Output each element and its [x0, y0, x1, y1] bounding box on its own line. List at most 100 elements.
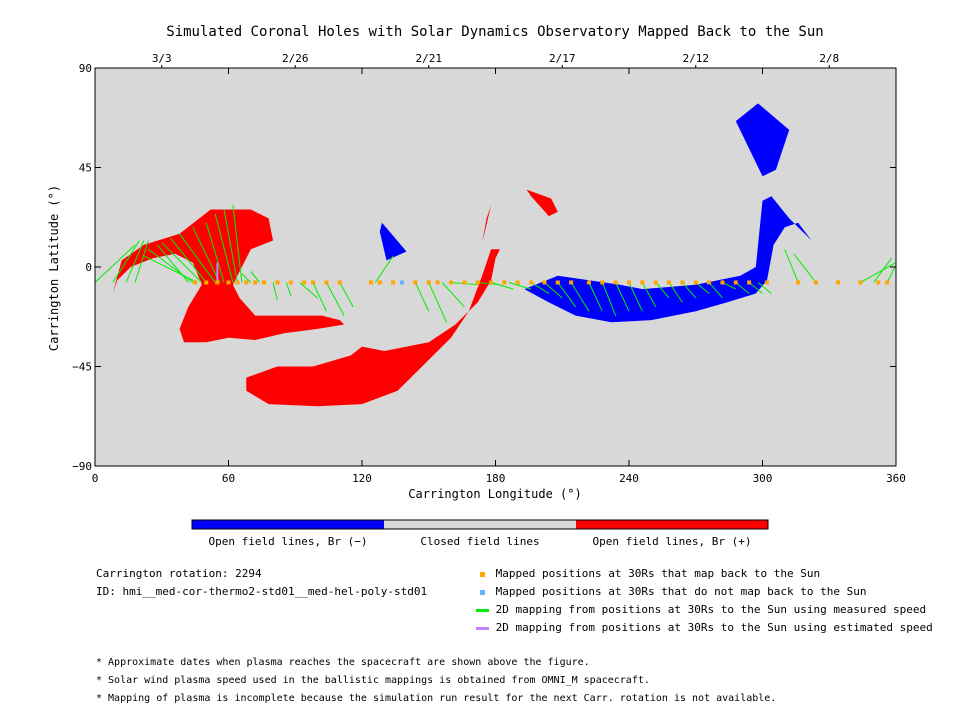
mapped-position-marker: [324, 280, 329, 285]
legend-item-mapped: Mapped positions at 30Rs that map back t…: [476, 565, 933, 583]
chart-title: Simulated Coronal Holes with Solar Dynam…: [166, 24, 823, 40]
mapped-position-marker: [613, 280, 618, 285]
measured-mapping-line: [793, 253, 817, 283]
plot-area: 0 60 120 180 240 300 360 90 45 0 −45 −90 3/3 2/26 2/21…: [72, 52, 906, 485]
mapped-position-marker: [529, 280, 534, 285]
measured-mapping-line: [682, 282, 697, 299]
mapped-position-marker: [733, 280, 738, 285]
mapped-position-marker: [747, 280, 752, 285]
measured-mapping-line: [272, 282, 278, 301]
measured-mapping-line: [312, 282, 327, 312]
note-dates: * Approximate dates when plasma reaches …: [96, 657, 590, 668]
mapped-swatch: [480, 571, 485, 577]
mapped-position-marker: [235, 280, 240, 285]
unmapped-position-marker: [400, 280, 405, 285]
mapped-position-marker: [693, 280, 698, 285]
measured-mapping-line: [628, 282, 643, 312]
date-label: 2/8: [819, 52, 839, 65]
mapped-position-marker: [462, 280, 467, 285]
mapped-position-marker: [426, 280, 431, 285]
mapped-position-marker: [542, 280, 547, 285]
measured-mapping-line: [570, 282, 590, 312]
mapped-position-marker: [813, 280, 818, 285]
x-axis-label: Carrington Longitude (°): [408, 487, 581, 501]
mapped-position-marker: [489, 280, 494, 285]
measured-mapping-line: [641, 282, 657, 308]
measured-mapping-line: [784, 249, 799, 283]
measured-mapping-line: [161, 242, 203, 283]
legend: Mapped positions at 30Rs that map back t…: [476, 565, 933, 637]
mapped-position-marker: [640, 280, 645, 285]
mapped-position-marker: [262, 280, 267, 285]
mapped-position-marker: [555, 280, 560, 285]
date-label: 3/3: [152, 52, 172, 65]
note-speed-source: * Solar wind plasma speed used in the ba…: [96, 675, 650, 686]
mapped-position-marker: [311, 280, 316, 285]
measured-mapping-line: [414, 282, 430, 312]
positive-coronal-hole: [246, 249, 500, 407]
carrington-rotation: Carrington rotation: 2294: [96, 567, 262, 580]
measured-mapping-line: [241, 273, 252, 283]
measured-mapping-line: [615, 282, 630, 312]
measured-line-swatch: [476, 608, 489, 612]
mapped-position-marker: [515, 280, 520, 285]
measured-mapping-line: [94, 244, 136, 283]
mapped-position-marker: [413, 280, 418, 285]
measured-mapping-line: [530, 282, 550, 294]
mapped-position-marker: [720, 280, 725, 285]
mapped-position-marker: [502, 280, 507, 285]
y-tick-label: 45: [79, 162, 92, 175]
measured-mapping-line: [125, 240, 145, 283]
legend-label: Mapped positions at 30Rs that map back t…: [495, 567, 821, 580]
measured-mapping-line: [192, 226, 221, 283]
measured-mapping-line: [757, 282, 772, 294]
legend-label: Mapped positions at 30Rs that do not map…: [495, 585, 867, 598]
measured-mapping-line: [232, 205, 243, 283]
measured-mapping-line: [214, 213, 234, 283]
mapped-position-marker: [204, 280, 209, 285]
colorbar: Open field lines, Br (−) Closed field lin…: [191, 519, 769, 548]
mapped-position-marker: [215, 280, 220, 285]
colorbar-label: Open field lines, Br (+): [593, 535, 752, 548]
mapped-position-marker: [836, 280, 841, 285]
x-tick-label: 60: [222, 472, 235, 485]
run-info: Carrington rotation: 2294 ID: hmi__med-c…: [96, 565, 427, 601]
measured-mapping-line: [170, 237, 207, 283]
estimated-line-swatch: [476, 626, 489, 630]
positive-coronal-hole: [482, 205, 492, 243]
run-id: ID: hmi__med-cor-thermo2-std01__med-hel-…: [96, 585, 428, 598]
mapped-position-marker: [627, 280, 631, 285]
mapped-position-marker: [337, 280, 342, 285]
measured-mapping-line: [325, 282, 345, 316]
measured-mapping-line: [735, 282, 750, 294]
measured-mapping-line: [722, 282, 737, 290]
measured-mapping-line: [156, 244, 189, 283]
mapped-position-marker: [475, 280, 480, 285]
mapped-position-marker: [569, 280, 574, 285]
x-tick-label: 0: [92, 472, 99, 485]
mapped-position-marker: [368, 280, 373, 285]
measured-mapping-line: [886, 264, 897, 283]
mapped-position-marker: [377, 280, 382, 285]
measured-mapping-line: [588, 282, 603, 312]
mapped-position-marker: [226, 280, 231, 285]
mapped-position-marker: [302, 280, 307, 285]
date-label: 2/12: [683, 52, 710, 65]
mapped-position-marker: [244, 280, 249, 285]
measured-mapping-line: [695, 282, 710, 294]
legend-label: 2D mapping from positions at 30Rs to the…: [495, 621, 933, 634]
measured-mapping-line: [748, 282, 763, 294]
unmapped-swatch: [480, 589, 485, 595]
measured-mapping-line: [655, 282, 670, 299]
measured-mapping-line: [508, 281, 532, 290]
y-tick-label: 0: [85, 261, 92, 274]
measured-mapping-line: [143, 255, 198, 283]
measured-mapping-line: [285, 282, 292, 296]
measured-mapping-line: [428, 282, 448, 323]
measured-mapping-line: [134, 240, 149, 283]
measured-mapping-line: [374, 255, 394, 283]
negative-coronal-hole: [735, 103, 790, 177]
legend-item-measured: 2D mapping from positions at 30Rs to the…: [476, 601, 933, 619]
legend-label: 2D mapping from positions at 30Rs to the…: [495, 603, 927, 616]
